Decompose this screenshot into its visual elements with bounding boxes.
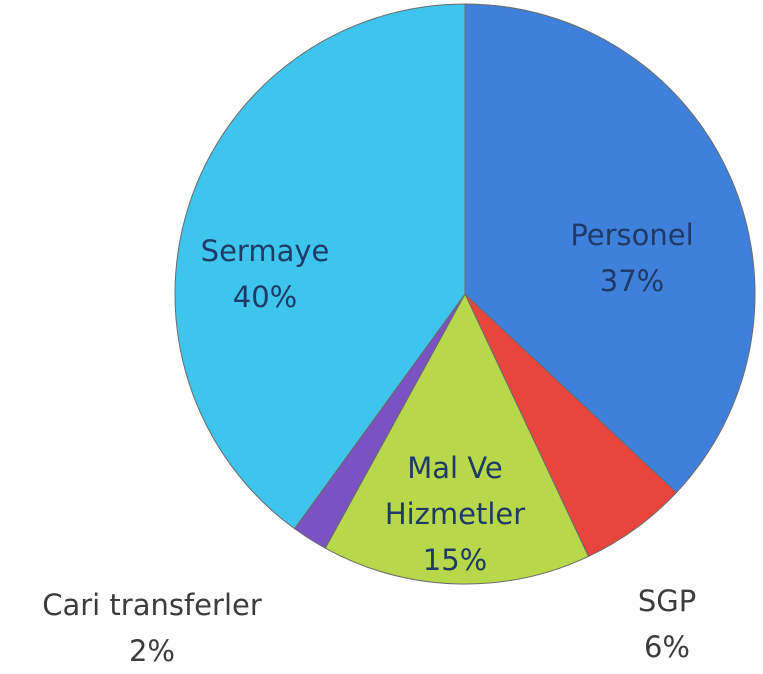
slice-label: Sermaye 40%	[165, 228, 365, 320]
value-label: 40%	[232, 280, 298, 314]
value-label: 15%	[422, 543, 488, 577]
pie-slice	[324, 292, 590, 585]
pie-slice	[464, 3, 756, 494]
pie-slice	[174, 3, 466, 530]
slice-label: Mal Ve Hizmetler 15%	[380, 445, 530, 583]
category-label: Sermaye	[200, 234, 330, 268]
category-label: Mal Ve Hizmetler	[384, 451, 526, 531]
slice-label: SGP 6%	[607, 578, 727, 670]
value-label: 2%	[128, 634, 175, 668]
category-label: SGP	[637, 584, 697, 618]
category-label: Personel	[570, 218, 694, 252]
value-label: 37%	[599, 264, 665, 298]
category-label: Cari transferler	[42, 588, 262, 622]
value-label: 6%	[643, 630, 690, 664]
slice-label: Personel 37%	[532, 212, 732, 304]
slice-label: Cari transferler 2%	[0, 582, 312, 674]
